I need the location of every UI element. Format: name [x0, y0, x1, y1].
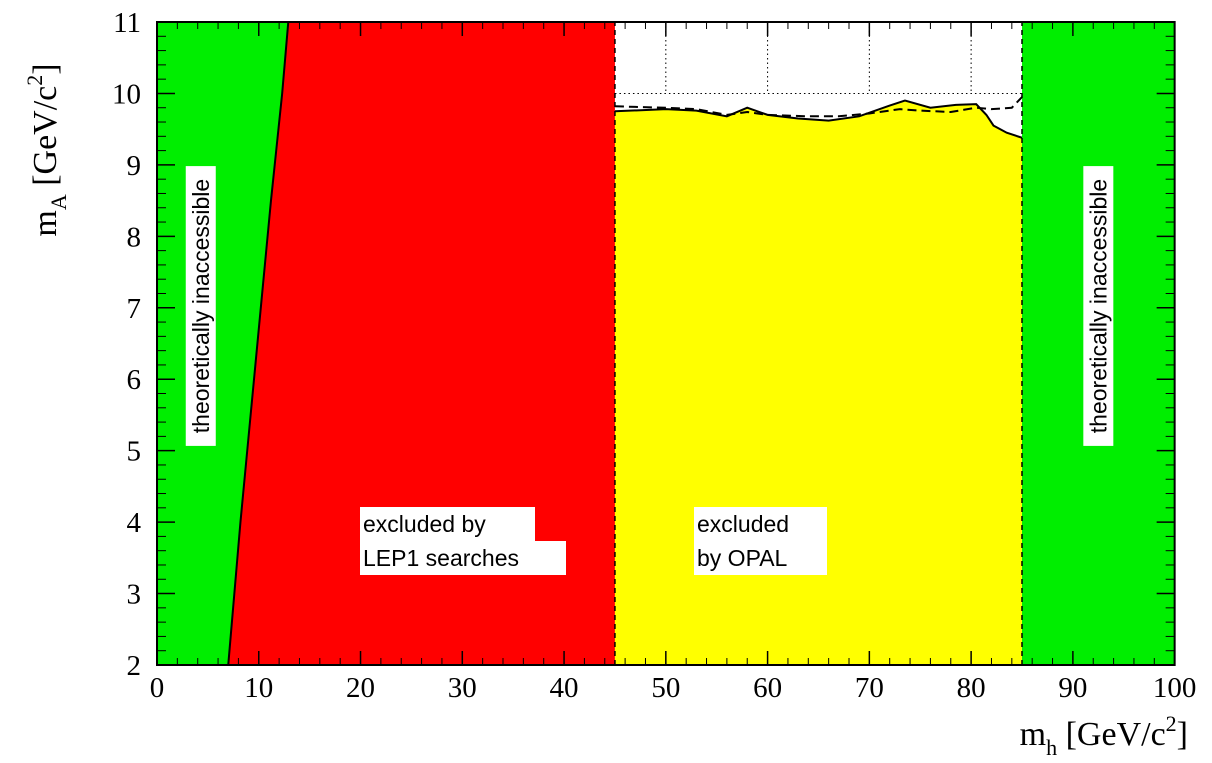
x-tick-label: 20: [346, 672, 375, 704]
label-opal-bg-0: [694, 507, 827, 541]
y-tick-label: 9: [127, 150, 142, 182]
y-tick-label: 7: [127, 293, 142, 325]
label-lep1-line-0: excluded by: [363, 511, 486, 537]
label-opal-bg-1: [694, 541, 827, 575]
x-tick-label: 60: [753, 672, 782, 704]
label-lep1-bg-0: [360, 507, 535, 541]
label-theoretical-left: theoretically inaccessible: [185, 166, 216, 446]
label-theoretical-left-bg: [185, 166, 216, 446]
region-lep1: [228, 22, 615, 665]
y-tick-label: 5: [127, 436, 142, 468]
x-tick-label: 80: [957, 672, 986, 704]
x-tick-label: 70: [855, 672, 884, 704]
label-opal: excluded by OPAL: [694, 507, 827, 575]
plot-area: [157, 21, 1175, 666]
opal-observed-line: [614, 99, 1023, 139]
x-tick-label: 50: [651, 672, 680, 704]
label-theoretical-left-text: theoretically inaccessible: [188, 179, 214, 433]
label-lep1-bg-1: [360, 541, 566, 575]
y-axis-title: mA [GeV/c2]: [22, 63, 71, 236]
label-theoretical-right: theoretically inaccessible: [1083, 166, 1114, 446]
label-lep1-line-1: LEP1 searches: [363, 545, 519, 571]
y-tick-label: 11: [113, 7, 141, 39]
y-tick-label: 8: [127, 221, 142, 253]
label-theoretical-right-bg: [1083, 166, 1114, 446]
theoretical-boundary-line: [227, 21, 290, 666]
y-tick-label: 10: [112, 78, 141, 110]
region-opal: [614, 100, 1022, 666]
x-tick-label: 30: [448, 672, 477, 704]
x-tick-label: 90: [1058, 672, 1087, 704]
x-tick-label: 40: [550, 672, 579, 704]
y-tick-label: 4: [127, 507, 142, 539]
grid-lines: [614, 22, 1022, 94]
x-tick-label: 10: [244, 672, 273, 704]
opal-expected-line: [614, 96, 1023, 118]
x-tick-label: 0: [150, 672, 165, 704]
label-opal-line-1: by OPAL: [697, 545, 788, 571]
y-tick-label: 3: [127, 579, 142, 611]
region-labels: theoretically inaccessible theoretically …: [185, 166, 1114, 575]
label-theoretical-right-text: theoretically inaccessible: [1085, 179, 1111, 433]
x-axis-title: mh [GeV/c2]: [1020, 711, 1188, 760]
y-tick-label: 6: [127, 364, 142, 396]
axes: 0 10 20 30 40 50 60 70 80 90 100 2 3 4 5 6 7 8 9 10 11 mh [Ge…: [22, 7, 1196, 760]
x-tick-label: 100: [1153, 672, 1197, 704]
y-tick-label: 2: [127, 650, 142, 682]
label-lep1: excluded by LEP1 searches: [360, 507, 566, 575]
label-opal-line-0: excluded: [697, 511, 789, 537]
